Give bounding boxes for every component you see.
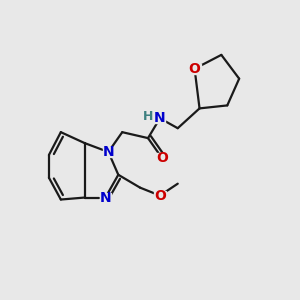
Bar bbox=[154, 190, 166, 200]
Text: O: O bbox=[154, 189, 166, 202]
Bar bbox=[189, 64, 200, 74]
Text: O: O bbox=[189, 62, 200, 76]
Bar bbox=[156, 153, 168, 163]
Text: N: N bbox=[154, 111, 166, 125]
Text: N: N bbox=[103, 145, 114, 159]
Bar bbox=[154, 113, 165, 123]
Bar bbox=[100, 193, 111, 202]
Text: O: O bbox=[156, 151, 168, 165]
Bar bbox=[143, 111, 153, 121]
Bar bbox=[103, 147, 114, 157]
Text: H: H bbox=[143, 110, 153, 123]
Text: N: N bbox=[100, 190, 111, 205]
